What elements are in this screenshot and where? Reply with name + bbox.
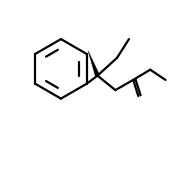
Polygon shape <box>88 51 100 76</box>
